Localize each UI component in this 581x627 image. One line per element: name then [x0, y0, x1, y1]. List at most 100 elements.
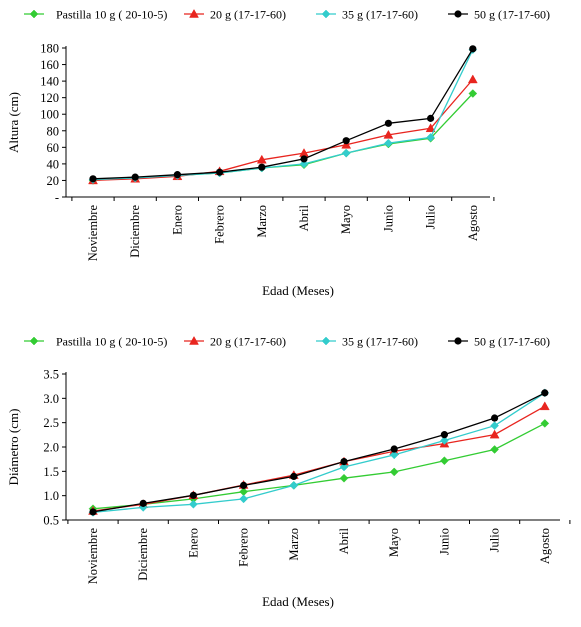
data-point	[383, 129, 394, 139]
legend-marker-1	[189, 8, 199, 18]
x-tick-label: Noviembre	[86, 205, 100, 262]
data-point	[390, 445, 398, 453]
series-line-1	[92, 79, 474, 182]
data-point	[468, 89, 478, 98]
data-point	[339, 473, 349, 483]
x-tick-label: Agosto	[538, 528, 552, 564]
x-tick-label: Febrero	[213, 205, 227, 244]
y-tick-label: 2.0	[43, 441, 59, 455]
data-point	[426, 133, 435, 142]
y-tick-label: 3.5	[43, 368, 59, 382]
series-line-2	[92, 392, 546, 514]
legend-marker-2	[321, 9, 331, 19]
x-tick-label: Diciembre	[136, 528, 150, 581]
data-point	[491, 414, 499, 422]
height-legend: Pastilla 10 g ( 20-10-5) 20 g (17-17-60) 3…	[24, 8, 550, 22]
data-point	[256, 154, 267, 164]
x-tick-label: Febrero	[237, 528, 251, 567]
data-point	[341, 148, 351, 158]
x-tick-label: Junio	[437, 528, 451, 555]
series-line-3	[92, 48, 474, 180]
series-3	[89, 45, 477, 183]
x-tick-label: Agosto	[466, 205, 480, 241]
y-tick-label: 120	[40, 91, 59, 105]
data-point	[467, 74, 478, 84]
data-point	[490, 421, 499, 431]
legend-label-0: Pastilla 10 g ( 20-10-5)	[56, 8, 167, 22]
series-1	[88, 74, 478, 185]
data-point	[341, 139, 352, 149]
y-tick-label: 0.5	[43, 514, 59, 528]
x-axis-title: Edad (Meses)	[262, 594, 334, 609]
y-tick-label: 20	[47, 174, 60, 188]
legend-label-2: 35 g (17-17-60)	[342, 8, 418, 22]
legend-label-0: Pastilla 10 g ( 20-10-5)	[56, 335, 167, 349]
y-axis-title: Diámetro (cm)	[6, 409, 21, 486]
data-point	[139, 499, 147, 507]
data-point	[173, 171, 181, 179]
data-point	[425, 123, 436, 133]
y-tick-label: 3.0	[43, 392, 59, 406]
data-point	[340, 458, 348, 466]
legend-label-1: 20 g (17-17-60)	[210, 335, 286, 349]
y-tick-label: 140	[40, 75, 59, 89]
legend-marker-1	[189, 335, 199, 345]
x-axis-title: Edad (Meses)	[262, 283, 334, 298]
series-1	[88, 401, 550, 515]
legend-label-1: 20 g (17-17-60)	[210, 8, 286, 22]
x-tick-label: Mayo	[387, 528, 401, 557]
x-tick-label: Diciembre	[128, 205, 142, 258]
data-point	[189, 499, 198, 509]
data-point	[339, 462, 349, 472]
x-tick-label: Mayo	[339, 205, 353, 234]
data-point	[541, 389, 549, 397]
data-point	[216, 168, 224, 176]
legend-marker-2	[321, 336, 331, 346]
y-tick-label: 2.5	[43, 416, 59, 430]
data-point	[131, 173, 139, 181]
y-axis-title: Altura (cm)	[6, 92, 21, 153]
data-point	[300, 155, 308, 163]
y-tick-label: 1.0	[43, 489, 59, 503]
x-tick-label: Enero	[186, 528, 200, 558]
legend-marker-0	[29, 9, 39, 19]
data-point	[384, 138, 393, 148]
x-tick-label: Junio	[381, 205, 395, 232]
series-line-0	[92, 422, 546, 510]
data-point	[189, 491, 197, 499]
height-chart: Pastilla 10 g ( 20-10-5) 20 g (17-17-60) 3…	[6, 8, 550, 299]
data-point	[440, 456, 449, 466]
y-tick-label: 40	[47, 157, 60, 171]
series-0	[88, 419, 550, 514]
x-tick-label: Julio	[424, 205, 438, 229]
legend-label-3: 50 g (17-17-60)	[474, 335, 550, 349]
x-tick-label: Abril	[337, 527, 351, 554]
data-point	[440, 436, 449, 445]
x-tick-label: Noviembre	[86, 528, 100, 585]
y-tick-label: 180	[40, 42, 59, 56]
series-line-0	[92, 93, 474, 182]
series-line-1	[92, 405, 546, 512]
y-tick-label: 60	[47, 141, 60, 155]
y-tick-label: 160	[40, 58, 59, 72]
data-point	[427, 114, 435, 122]
data-point	[539, 401, 550, 411]
series-3	[89, 389, 549, 516]
x-tick-label: Enero	[170, 205, 184, 235]
data-point	[89, 508, 97, 516]
legend-marker-3	[454, 337, 462, 345]
y-tick-label: 1.5	[43, 465, 59, 479]
data-point	[384, 119, 392, 127]
x-tick-label: Julio	[488, 528, 502, 552]
data-point	[389, 450, 399, 460]
x-tick-label: Marzo	[287, 528, 301, 561]
x-tick-label: Marzo	[255, 205, 269, 238]
data-point	[290, 472, 298, 481]
series-line-2	[92, 49, 474, 181]
data-point	[239, 494, 248, 504]
diameter-legend: Pastilla 10 g ( 20-10-5) 20 g (17-17-60) 3…	[24, 335, 550, 349]
legend-label-3: 50 g (17-17-60)	[474, 8, 550, 22]
series-line-3	[92, 392, 546, 513]
diameter-chart: Pastilla 10 g ( 20-10-5) 20 g (17-17-60) 3…	[6, 335, 571, 609]
